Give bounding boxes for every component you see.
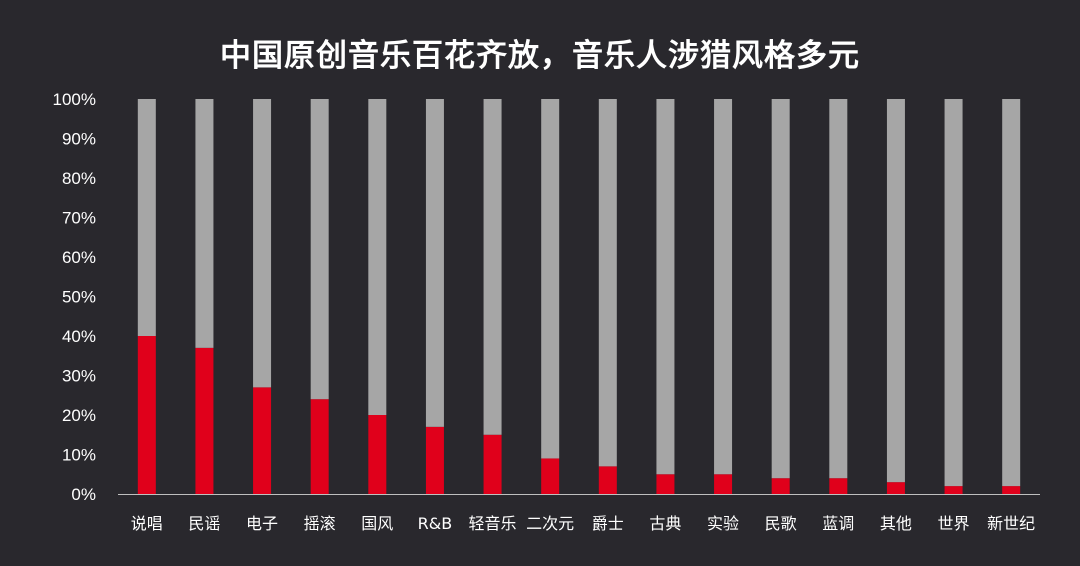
bar-segment-highlight: [310, 399, 329, 494]
bar-segment-remainder: [195, 99, 214, 348]
y-tick-label: 10%: [62, 446, 96, 465]
x-category-label: 古典: [649, 514, 681, 533]
y-tick-label: 90%: [62, 130, 96, 149]
x-category-label: 说唱: [131, 514, 163, 533]
bar-segment-remainder: [656, 99, 675, 475]
bar-segment-remainder: [425, 99, 444, 427]
x-category-label: 民谣: [188, 514, 220, 533]
bar-segment-highlight: [425, 426, 444, 494]
bar-segment-highlight: [1002, 486, 1021, 494]
y-tick-label: 50%: [62, 288, 96, 307]
x-category-label: 轻音乐: [469, 514, 517, 533]
bar-segment-highlight: [368, 415, 387, 494]
bar-segment-highlight: [656, 474, 675, 494]
y-axis-ticks: 0% 10% 20% 30% 40% 50% 60% 70% 80% 90% 100%: [53, 90, 96, 504]
bar-segment-highlight: [886, 482, 905, 494]
y-tick-label: 70%: [62, 209, 96, 228]
bar-segment-remainder: [541, 99, 560, 459]
x-category-label: R&B: [418, 514, 453, 533]
bar-segment-remainder: [1002, 99, 1021, 487]
bar-segment-highlight: [137, 336, 156, 494]
bar-segment-highlight: [541, 458, 560, 494]
x-category-label: 新世纪: [987, 514, 1035, 533]
bar-segment-remainder: [368, 99, 387, 415]
bar-segment-remainder: [310, 99, 329, 400]
bar-segment-remainder: [829, 99, 848, 479]
bar-segment-highlight: [483, 434, 502, 494]
y-tick-label: 0%: [71, 485, 96, 504]
bar-segment-remainder: [714, 99, 733, 475]
x-category-label: 实验: [707, 514, 739, 533]
bar-segment-remainder: [253, 99, 272, 388]
x-category-label: 二次元: [526, 514, 574, 533]
x-axis-labels: 说唱 民谣 电子 摇滚 国风 R&B 轻音乐 二次元 爵士 古典 实验 民歌 蓝调 其他 世界 新世纪: [131, 514, 1035, 533]
x-category-label: 蓝调: [822, 514, 854, 533]
bar-segment-remainder: [483, 99, 502, 435]
y-tick-label: 20%: [62, 406, 96, 425]
bar-segment-remainder: [944, 99, 963, 487]
x-category-label: 世界: [938, 514, 970, 533]
bar-segment-remainder: [137, 99, 156, 336]
y-tick-label: 60%: [62, 248, 96, 267]
bar-segment-highlight: [598, 466, 617, 494]
bar-segment-highlight: [771, 478, 790, 494]
bars: [137, 99, 1021, 494]
bar-segment-remainder: [771, 99, 790, 479]
y-tick-label: 40%: [62, 327, 96, 346]
bar-segment-highlight: [714, 474, 733, 494]
chart-title: 中国原创音乐百花齐放，音乐人涉猎风格多元: [220, 38, 860, 74]
x-category-label: 其他: [880, 514, 912, 533]
bar-segment-highlight: [253, 387, 272, 494]
bar-segment-highlight: [829, 478, 848, 494]
y-tick-label: 100%: [53, 90, 96, 109]
x-category-label: 摇滚: [304, 514, 336, 533]
x-category-label: 爵士: [592, 514, 624, 533]
bar-segment-highlight: [944, 486, 963, 494]
x-category-label: 电子: [246, 514, 278, 533]
y-tick-label: 30%: [62, 367, 96, 386]
bar-segment-highlight: [195, 347, 214, 494]
x-category-label: 国风: [361, 514, 393, 533]
bar-segment-remainder: [886, 99, 905, 483]
x-category-label: 民歌: [765, 514, 797, 533]
y-tick-label: 80%: [62, 169, 96, 188]
bar-segment-remainder: [598, 99, 617, 467]
